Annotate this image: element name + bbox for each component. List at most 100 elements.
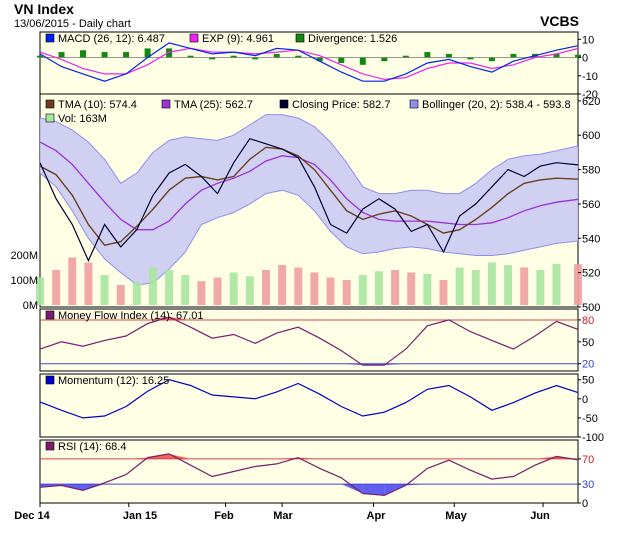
volume-tick-label: 100M [10, 275, 38, 287]
oversold-area [362, 484, 385, 496]
divergence-bar [488, 57, 495, 62]
volume-bar [213, 277, 222, 305]
volume-bar [68, 257, 77, 305]
divergence-bar [166, 48, 173, 58]
exp-line [39, 47, 579, 81]
y-tick-label: 600 [582, 130, 600, 142]
tma10-line [39, 146, 579, 246]
volume-bar [552, 263, 561, 305]
y-tick-label: 580 [582, 165, 600, 177]
volume-bar [294, 267, 303, 305]
x-tick-label: Jun [530, 510, 550, 522]
volume-bar [52, 270, 61, 305]
volume-bar [574, 264, 582, 305]
legend-label: MACD (26, 12): 6.487 [58, 33, 165, 45]
legend-label: Closing Price: 582.7 [292, 99, 390, 111]
volume-bar [84, 262, 93, 305]
volume-bar [197, 281, 206, 305]
y-tick-label: 620 [582, 96, 600, 108]
legend-swatch-icon [45, 33, 55, 43]
divergence-bar [575, 54, 581, 58]
volume-bar [342, 280, 351, 305]
x-tick-label: May [445, 510, 467, 522]
tma25-line [39, 141, 579, 231]
volume-bar [471, 270, 480, 305]
volume-bar [165, 270, 174, 305]
divergence-bar [187, 55, 194, 58]
y-tick-label: 70 [582, 454, 594, 466]
volume-bar [487, 262, 496, 305]
brand-logo-text: VCBS [540, 13, 579, 29]
y-tick-label: -50 [582, 413, 598, 425]
oversold-area [83, 484, 105, 491]
divergence-bar [338, 57, 345, 63]
volume-bar [326, 277, 335, 305]
legend-label: EXP (9): 4.961 [202, 33, 274, 45]
volume-bar [116, 285, 125, 305]
divergence-bar [381, 57, 388, 62]
chart-title: VN Index [14, 1, 74, 17]
volume-bar [148, 267, 157, 305]
divergence-bar [123, 52, 130, 58]
divergence-bar [209, 57, 216, 60]
y-tick-label: 540 [582, 233, 600, 245]
legend-label: RSI (14): 68.4 [58, 441, 126, 453]
legend-swatch-icon [45, 441, 55, 451]
closing-price-line [39, 137, 579, 263]
momentum-panel [39, 373, 579, 438]
legend-swatch-icon [279, 99, 289, 109]
volume-tick-label: 200M [10, 250, 38, 262]
legend-label: Momentum (12): 16.25 [58, 375, 169, 387]
volume-bar [439, 280, 448, 305]
legend-swatch-icon [189, 33, 199, 43]
y-tick-label: 520 [582, 268, 600, 280]
divergence-bar [144, 48, 151, 58]
y-tick-label: 0 [582, 394, 588, 406]
y-tick-label: 10 [582, 34, 594, 46]
legend-label: TMA (10): 574.4 [58, 99, 137, 111]
divergence-bar [37, 55, 43, 58]
overbought-area [169, 453, 191, 459]
y-tick-label: -20 [582, 89, 598, 101]
divergence-bar [359, 57, 366, 65]
volume-bar [229, 272, 238, 305]
volume-bar [278, 265, 287, 305]
volume-bar [181, 275, 190, 305]
divergence-bar [424, 52, 431, 58]
volume-bar [261, 270, 270, 305]
y-tick-label: 50 [582, 375, 594, 387]
volume-bar [245, 276, 254, 305]
chart-subtitle: 13/06/2015 - Daily chart [14, 18, 131, 30]
x-tick-label: Mar [273, 510, 293, 522]
legend-swatch-icon [409, 99, 419, 109]
volume-bar [358, 275, 367, 305]
y-tick-label: 0 [582, 53, 588, 65]
legend-swatch-icon [45, 310, 55, 320]
volume-bar [536, 270, 545, 305]
legend-swatch-icon [45, 375, 55, 385]
divergence-bar [316, 57, 323, 62]
legend-label: TMA (25): 562.7 [174, 99, 253, 111]
oversold-area [341, 484, 363, 494]
y-tick-label: 20 [582, 359, 594, 371]
volume-bar [504, 265, 513, 305]
divergence-bar [553, 53, 560, 58]
legend-swatch-icon [161, 99, 171, 109]
macd-panel [39, 31, 579, 95]
volume-bar [374, 271, 383, 305]
legend-swatch-icon [45, 99, 55, 109]
volume-tick-label: 0M [23, 300, 38, 312]
legend-swatch-icon [45, 113, 55, 123]
volume-bar [391, 270, 400, 305]
divergence-bar [230, 55, 237, 58]
y-tick-label: 560 [582, 199, 600, 211]
x-tick-label: Feb [214, 510, 234, 522]
divergence-bar [80, 50, 87, 58]
y-tick-label: 80 [582, 315, 594, 327]
bollinger-band-area [40, 114, 578, 285]
x-tick-label: Dec 14 [14, 510, 50, 522]
divergence-bar [273, 53, 280, 58]
y-tick-label: 0 [582, 498, 588, 510]
